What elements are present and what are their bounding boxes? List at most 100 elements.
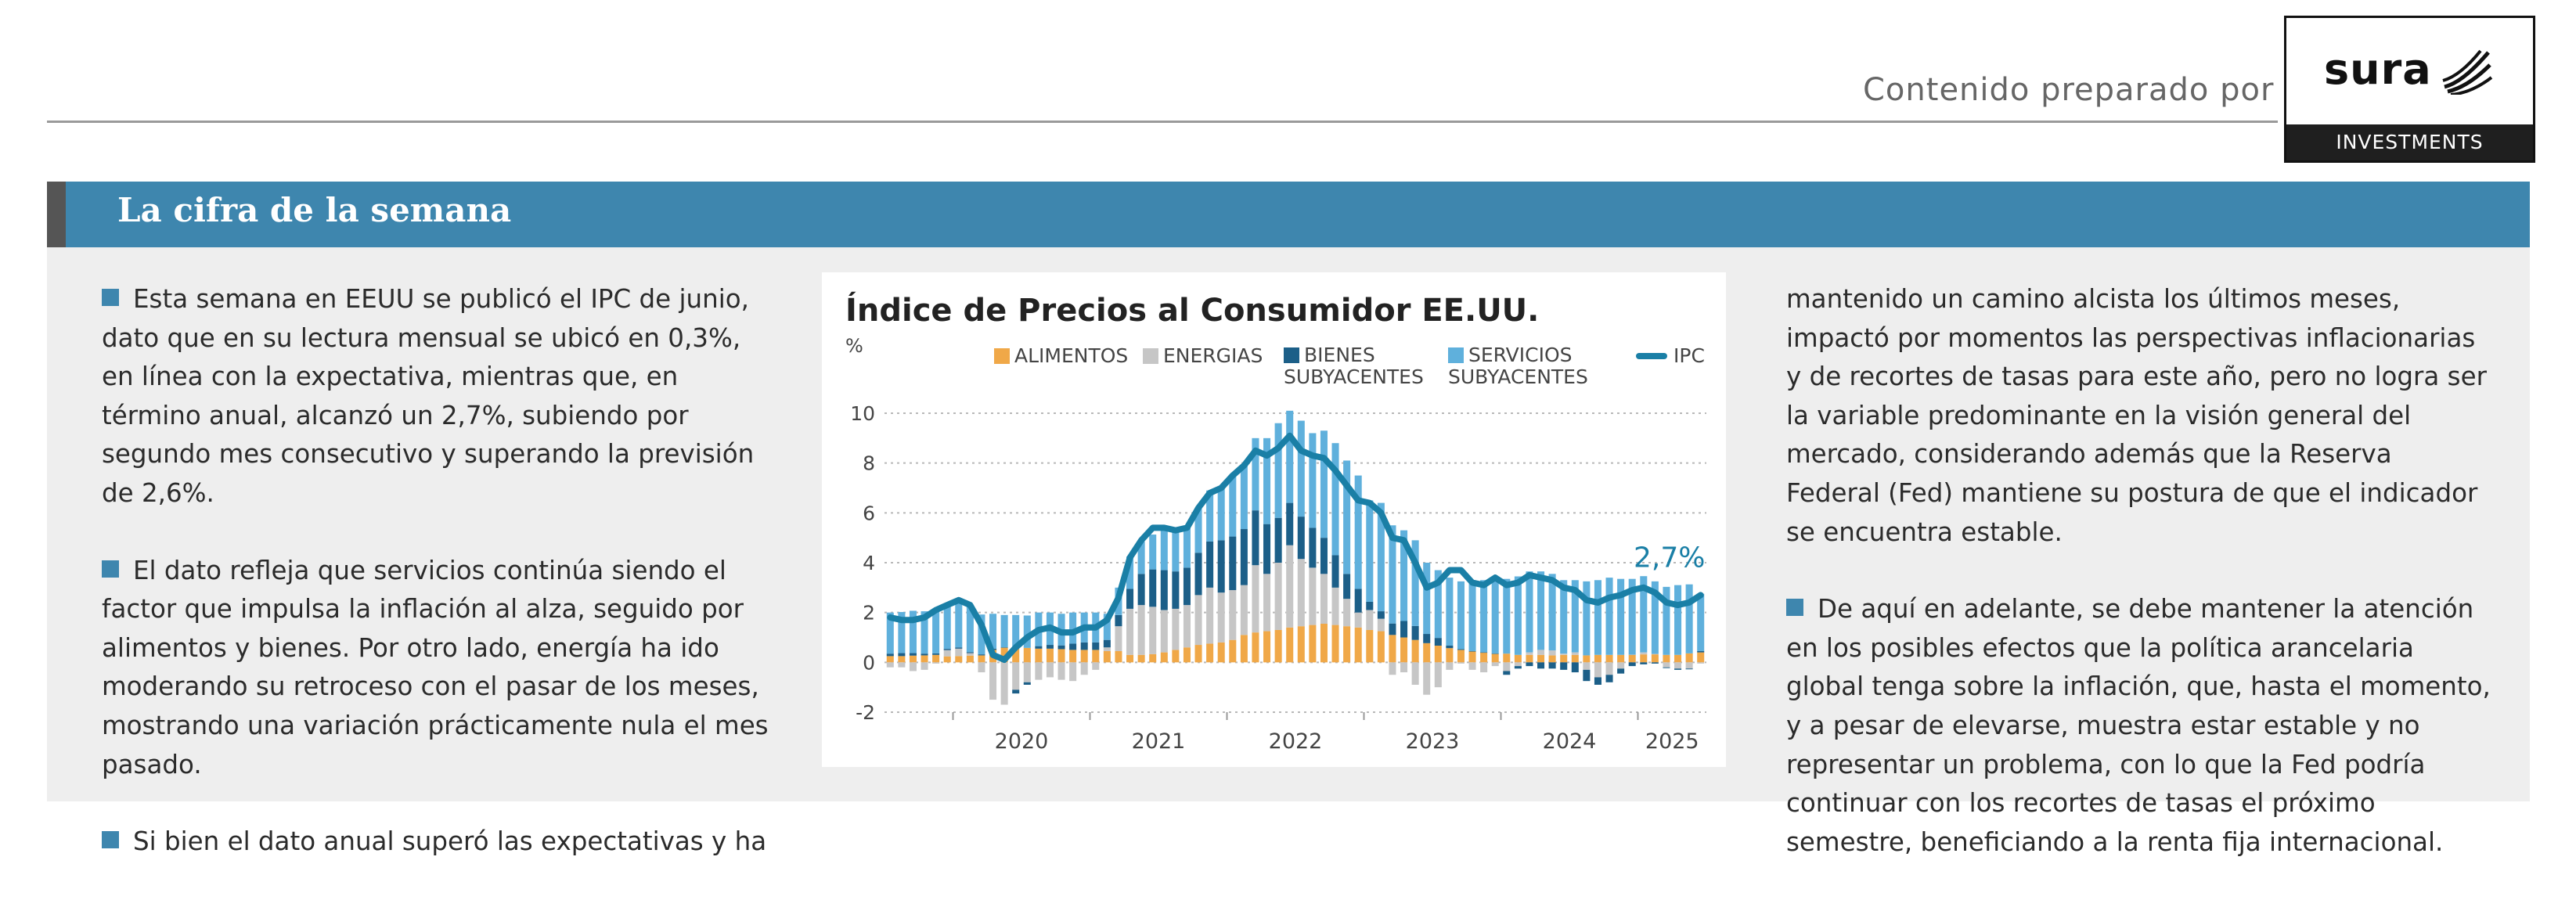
- bar-segment: [1069, 662, 1077, 682]
- legend-item-energias: ENERGIAS: [1143, 344, 1263, 367]
- bar-segment: [1012, 689, 1020, 694]
- bar-segment: [1468, 662, 1476, 670]
- bar-segment: [1343, 574, 1351, 599]
- bar-segment: [989, 614, 997, 649]
- bar-segment: [1206, 643, 1214, 663]
- bar-segment: [1651, 581, 1659, 654]
- bar-segment: [1423, 643, 1431, 663]
- bar-segment: [1229, 475, 1237, 537]
- wing-icon: [2442, 49, 2493, 95]
- bar-segment: [1685, 662, 1693, 669]
- bar-segment: [1617, 654, 1625, 663]
- bar-segment: [1023, 662, 1031, 682]
- bar-segment: [1229, 639, 1237, 663]
- bar-segment: [1583, 581, 1591, 656]
- bar-segment: [1594, 677, 1601, 685]
- bar-segment: [1286, 410, 1294, 503]
- bullet-square-icon: [102, 560, 119, 578]
- bar-segment: [1400, 662, 1408, 673]
- bar-segment: [886, 612, 894, 654]
- bar-segment: [1240, 465, 1248, 530]
- bullet-square-icon: [102, 289, 119, 306]
- bar-segment: [1400, 621, 1408, 638]
- bar-segment: [1115, 626, 1122, 652]
- bar-segment: [1617, 662, 1625, 669]
- left-text-column: Esta semana en EEUU se publicó el IPC de…: [102, 280, 775, 900]
- bar-segment: [1663, 662, 1670, 668]
- bar-segment: [932, 653, 940, 655]
- bar-segment: [1411, 625, 1419, 640]
- bar-segment: [1583, 662, 1591, 670]
- bar-segment: [1080, 650, 1088, 663]
- bar-segment: [1263, 631, 1271, 663]
- bar-segment: [1103, 647, 1111, 652]
- bar-segment: [1069, 643, 1077, 650]
- paragraph: Si bien el dato anual superó las expecta…: [102, 823, 775, 862]
- bar-segment: [1423, 634, 1431, 643]
- bar-segment: [955, 648, 963, 657]
- paragraph-text: Si bien el dato anual superó las expecta…: [133, 826, 767, 857]
- legend-label: ENERGIAS: [1163, 344, 1263, 367]
- bar-segment: [1377, 618, 1385, 632]
- bar-segment: [943, 649, 951, 650]
- bar-segment: [1617, 668, 1625, 674]
- bar-segment: [1115, 651, 1122, 663]
- bar-segment: [898, 653, 906, 657]
- x-tick-label: 2022: [1269, 729, 1323, 754]
- x-tick-label: 2023: [1406, 729, 1460, 754]
- x-tick-label: 2020: [995, 729, 1049, 754]
- bar-segment: [1480, 662, 1488, 673]
- bar-segment: [1263, 574, 1271, 632]
- bar-segment: [886, 662, 894, 668]
- bar-segment: [1354, 589, 1362, 613]
- bar-segment: [1491, 581, 1499, 654]
- paragraph-text: El dato refleja que servicios continúa s…: [102, 555, 769, 779]
- bar-segment: [1343, 460, 1351, 574]
- bar-segment: [1000, 647, 1008, 663]
- bar-segment: [1069, 650, 1077, 663]
- ipc-line: [887, 432, 1704, 664]
- bar-segment: [1149, 653, 1157, 663]
- bar-segment: [1640, 654, 1648, 663]
- y-tick-label: 8: [863, 452, 875, 475]
- bar-segment: [1571, 662, 1579, 673]
- bar-segment: [1149, 535, 1157, 570]
- bar-segment: [886, 656, 894, 663]
- bar-segment: [1537, 662, 1545, 669]
- bar-segment: [1651, 654, 1659, 663]
- bar-segment: [1366, 610, 1374, 630]
- bar-segment: [1160, 610, 1168, 653]
- paragraph-text: De aquí en adelante, se debe mantener la…: [1786, 594, 2491, 857]
- bar-segment: [1697, 652, 1705, 663]
- bar-segment: [1206, 587, 1214, 644]
- bar-segment: [1229, 590, 1237, 640]
- bar-segment: [978, 614, 985, 655]
- bar-segment: [1514, 576, 1522, 655]
- bar-segment: [955, 599, 963, 648]
- bar-segment: [1446, 662, 1454, 670]
- bar-segment: [1137, 605, 1145, 655]
- bar-segment: [989, 662, 997, 700]
- banner-accent: [47, 182, 66, 247]
- bar-segment: [1366, 629, 1374, 663]
- bar-segment: [1537, 571, 1545, 650]
- y-tick-label: -2: [856, 701, 875, 724]
- bar-segment: [1217, 642, 1225, 663]
- bar-segment: [1149, 607, 1157, 654]
- paragraph: Esta semana en EEUU se publicó el IPC de…: [102, 280, 775, 513]
- bar-segment: [898, 612, 906, 653]
- bar-segment: [1023, 647, 1031, 663]
- paragraph: De aquí en adelante, se debe mantener la…: [1786, 590, 2491, 862]
- bar-segment: [1206, 490, 1214, 542]
- bar-segment: [1697, 662, 1705, 664]
- bar-segment: [1194, 645, 1202, 663]
- bar-segment: [1640, 662, 1648, 664]
- bar-segment: [1103, 651, 1111, 663]
- bar-segment: [1548, 662, 1556, 669]
- legend-label: BIENES SUBYACENTES: [1284, 344, 1424, 388]
- bar-segment: [1411, 639, 1419, 663]
- bar-segment: [1309, 527, 1317, 568]
- y-tick-label: 10: [850, 402, 875, 425]
- bar-segment: [1274, 629, 1282, 663]
- bar-segment: [1331, 625, 1339, 663]
